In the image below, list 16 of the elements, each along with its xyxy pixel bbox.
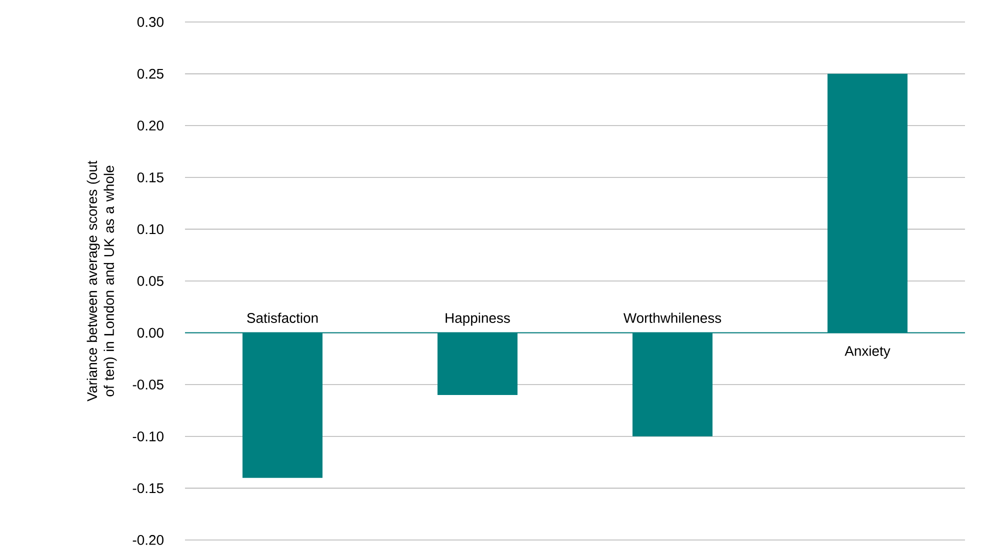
y-tick-label: 0.15 [137, 172, 164, 182]
y-tick-label: 0.20 [137, 120, 164, 131]
x-tick-label: Satisfaction [247, 312, 318, 323]
y-axis-title: Variance between average scores (out of ten) in London and UK as a whole [86, 160, 117, 402]
y-tick-label: 0.05 [137, 276, 164, 286]
x-tick-label: Happiness [446, 312, 510, 326]
y-tick-label: 0.00 [137, 328, 164, 338]
y-tick-label: 0.10 [137, 224, 164, 234]
x-tick-label: Anxiety [844, 346, 890, 359]
y-tick-label: 0.25 [137, 68, 164, 79]
y-tick-label: 0.30 [137, 17, 164, 27]
y-tick-label: -0.20 [132, 535, 164, 545]
y-tick-label: -0.05 [132, 380, 164, 390]
y-tick-label: -0.15 [132, 483, 164, 494]
x-tick-label: Worthwhileness [623, 312, 722, 323]
y-tick-label: -0.10 [132, 431, 164, 442]
